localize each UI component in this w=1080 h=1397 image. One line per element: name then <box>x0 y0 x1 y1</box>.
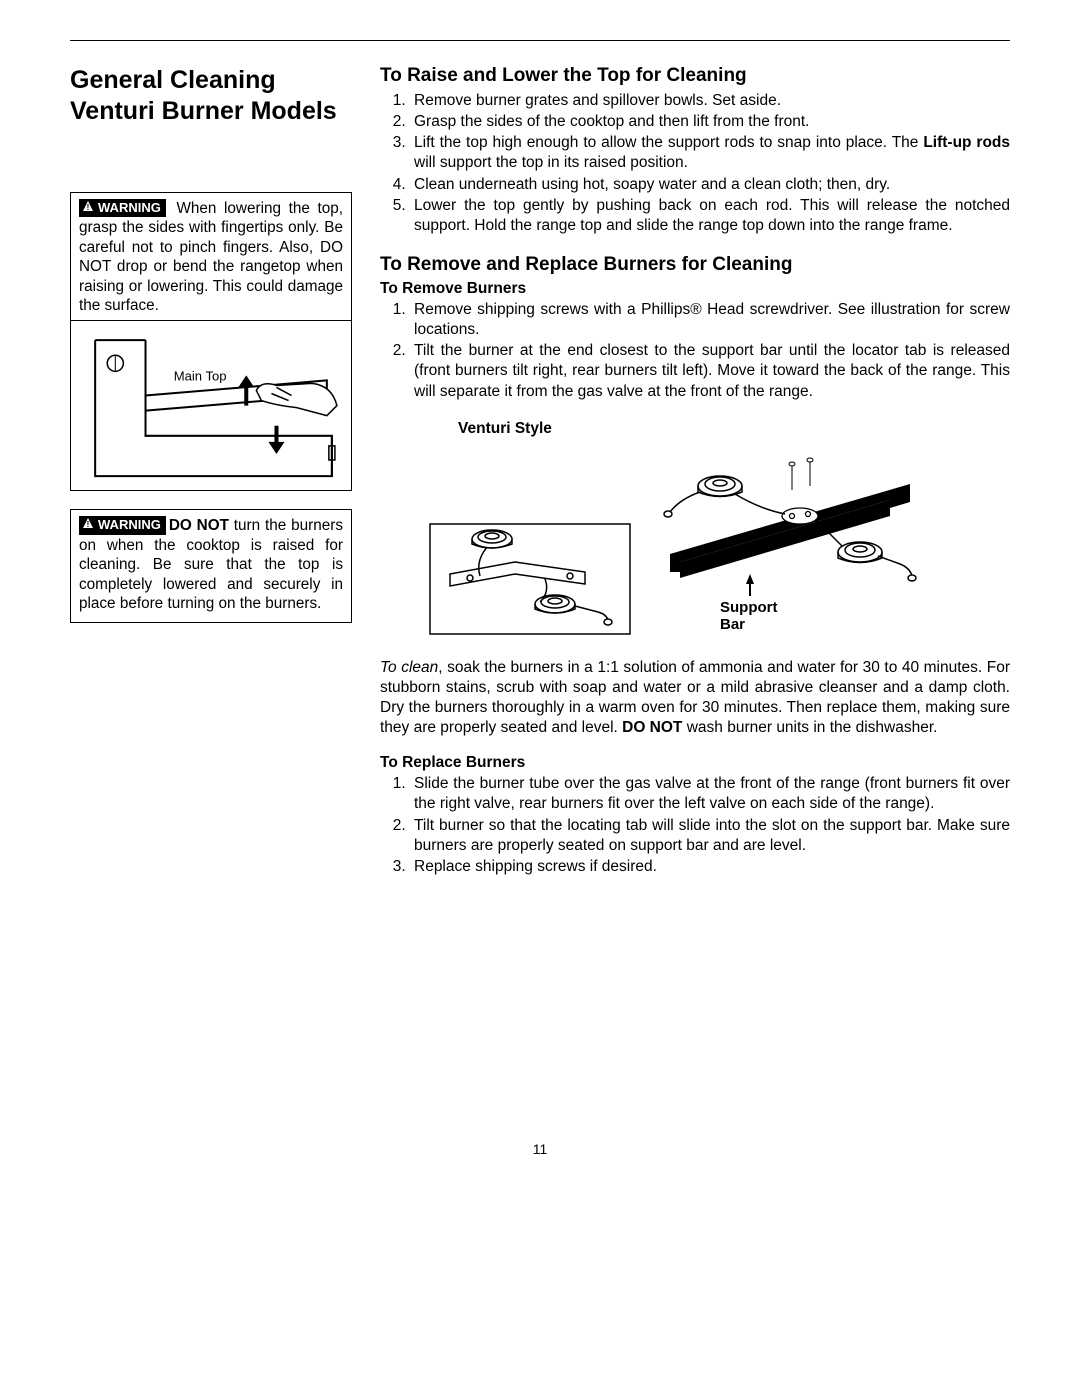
left-column: General Cleaning Venturi Burner Models !… <box>70 65 352 881</box>
support-label-2: Bar <box>720 616 745 633</box>
sec1-step3b: will support the top in its raised posit… <box>414 154 688 171</box>
page-content: General Cleaning Venturi Burner Models !… <box>70 65 1010 881</box>
title-line-1: General Cleaning <box>70 66 276 94</box>
main-top-diagram-svg: Main Top <box>75 325 347 486</box>
to-clean-ital: To clean <box>380 659 438 676</box>
alert-icon: ! <box>82 200 94 217</box>
top-rule <box>70 40 1010 41</box>
replace-burners-steps: Slide the burner tube over the gas valve… <box>380 774 1010 877</box>
sec1-step1: Remove burner grates and spillover bowls… <box>410 91 1010 111</box>
clean-text-b: wash burner units in the dishwasher. <box>682 719 937 736</box>
sec1-step5: Lower the top gently by pushing back on … <box>410 196 1010 236</box>
sec2s1-step1: Remove shipping screws with a Phillips® … <box>410 300 1010 340</box>
clean-donot: DO NOT <box>622 719 682 736</box>
warning-label-1: ! WARNING <box>79 199 166 218</box>
lift-diagram: Main Top <box>70 320 352 491</box>
svg-text:!: ! <box>87 203 90 212</box>
sec2s2-step1: Slide the burner tube over the gas valve… <box>410 774 1010 814</box>
page-number: 11 <box>70 1141 1010 1157</box>
warning-label-text-1: WARNING <box>98 200 161 217</box>
section1-heading: To Raise and Lower the Top for Cleaning <box>380 65 1010 87</box>
burner-diagram-svg: Support Bar <box>420 444 920 644</box>
remove-burners-subhead: To Remove Burners <box>380 280 1010 298</box>
warning-box-1: ! WARNING When lowering the top, grasp t… <box>70 192 352 320</box>
section1-steps: Remove burner grates and spillover bowls… <box>380 91 1010 236</box>
warning-label-2: ! WARNING <box>79 516 166 535</box>
main-top-label-text: Main Top <box>174 368 227 383</box>
burner-figure: Venturi Style <box>380 420 1010 644</box>
section2-heading: To Remove and Replace Burners for Cleani… <box>380 254 1010 276</box>
warning-box-2: ! WARNING DO NOT turn the burners on whe… <box>70 509 352 623</box>
sec2s2-step2: Tilt burner so that the locating tab wil… <box>410 816 1010 856</box>
title-line-2: Venturi Burner Models <box>70 97 337 125</box>
cleaning-paragraph: To clean, soak the burners in a 1:1 solu… <box>380 658 1010 739</box>
venturi-style-label: Venturi Style <box>458 420 1010 438</box>
warning2-donot: DO NOT <box>169 517 229 534</box>
sec1-step3a: Lift the top high enough to allow the su… <box>414 134 923 151</box>
remove-burners-steps: Remove shipping screws with a Phillips® … <box>380 300 1010 402</box>
support-label-1: Support <box>720 599 778 616</box>
main-title: General Cleaning Venturi Burner Models <box>70 65 352 128</box>
sec1-step2: Grasp the sides of the cooktop and then … <box>410 112 1010 132</box>
warning-label-text-2: WARNING <box>98 517 161 534</box>
right-column: To Raise and Lower the Top for Cleaning … <box>380 65 1010 881</box>
replace-burners-subhead: To Replace Burners <box>380 754 1010 772</box>
sec2s2-step3: Replace shipping screws if desired. <box>410 857 1010 877</box>
sec1-step3: Lift the top high enough to allow the su… <box>410 133 1010 173</box>
sec1-step3-bold: Lift-up rods <box>923 134 1010 151</box>
svg-text:!: ! <box>87 520 90 529</box>
alert-icon-2: ! <box>82 517 94 534</box>
sec1-step4: Clean underneath using hot, soapy water … <box>410 175 1010 195</box>
sec2s1-step2: Tilt the burner at the end closest to th… <box>410 341 1010 401</box>
spacer <box>70 156 352 192</box>
